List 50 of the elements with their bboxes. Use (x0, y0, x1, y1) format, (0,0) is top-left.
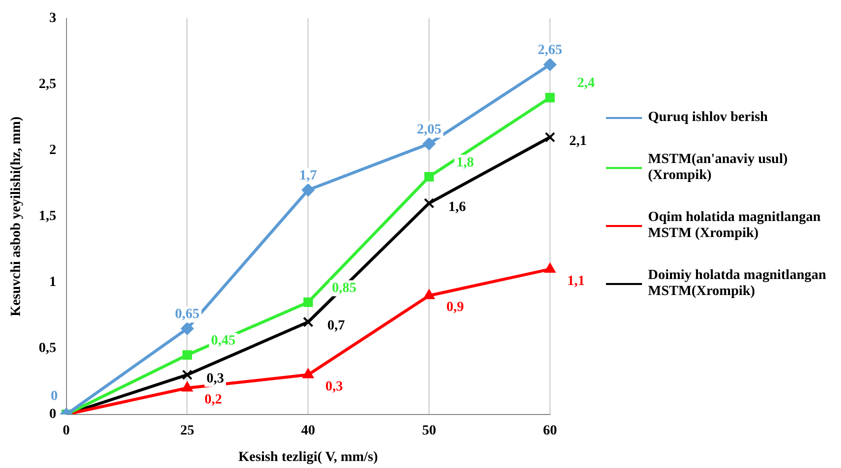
point (302, 368, 314, 378)
y-tick-label: 3 (49, 11, 56, 26)
legend-label: MSTM(an'anaviy usul) (Xrompik) (648, 152, 789, 184)
data-label: 1,7 (299, 168, 317, 184)
legend-label: Doimiy holatda magnitlangan MSTM(Xrompik) (648, 268, 828, 300)
legend-label: Oqim holatida magnitlangan MSTM (Xrompik) (648, 210, 822, 242)
data-label: 0,3 (325, 379, 343, 394)
point (422, 137, 436, 150)
data-label: 0,7 (327, 318, 345, 334)
point (544, 58, 556, 72)
y-tick-label: 0 (49, 407, 56, 422)
y-tick-label: 0,5 (38, 341, 56, 356)
point (544, 132, 556, 142)
y-tick-label: 2,5 (38, 77, 56, 92)
data-label: 0,65 (174, 307, 200, 322)
y-tick-label: 1 (49, 275, 56, 290)
point (302, 316, 314, 328)
y-tick-label: 1,5 (38, 209, 56, 224)
point (182, 370, 192, 380)
data-label: 2,65 (538, 43, 562, 58)
data-label: 0,2 (204, 392, 222, 408)
data-label: 1,6 (448, 200, 466, 215)
point (424, 172, 434, 182)
point (423, 289, 435, 300)
x-axis-title: Kesish tezligi( V, mm/s) (238, 450, 378, 466)
point (182, 350, 192, 360)
data-label: 0,45 (210, 334, 236, 349)
point (303, 297, 313, 307)
x-tick-label: 60 (543, 423, 557, 438)
y-axis-title: Kesuvchi asbob yeyilishi(hz, mm) (9, 116, 24, 316)
data-label: 1,1 (567, 274, 585, 289)
data-label: 2,1 (569, 134, 587, 149)
point (182, 382, 193, 392)
point (302, 184, 315, 196)
x-tick-label: 0 (62, 423, 70, 438)
data-label: 0,85 (332, 280, 356, 296)
y-tick-label: 2 (49, 143, 56, 158)
data-label: 0,3 (206, 371, 224, 386)
x-tick-label: 50 (422, 423, 436, 438)
data-label: 0,9 (446, 300, 464, 316)
point (544, 262, 556, 273)
data-label: 1,8 (456, 155, 474, 170)
point (545, 92, 555, 102)
x-tick-label: 25 (180, 423, 194, 438)
legend-label: Quruq ishlov berish (648, 110, 768, 126)
data-label: 2,4 (577, 76, 595, 92)
point (180, 322, 194, 336)
point (424, 198, 434, 208)
x-tick-label: 40 (301, 423, 316, 438)
data-label: 2,05 (416, 122, 442, 138)
